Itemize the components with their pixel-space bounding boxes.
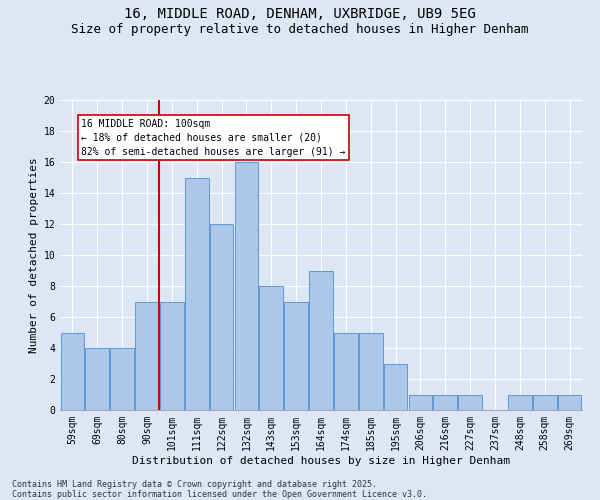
X-axis label: Distribution of detached houses by size in Higher Denham: Distribution of detached houses by size … (132, 456, 510, 466)
Bar (160, 302, 184, 410)
Bar (334, 332, 358, 410)
Bar (259, 286, 283, 410)
Bar (135, 302, 159, 410)
Bar (85, 348, 109, 410)
Bar (409, 394, 432, 410)
Text: Contains HM Land Registry data © Crown copyright and database right 2025.
Contai: Contains HM Land Registry data © Crown c… (12, 480, 427, 499)
Bar (508, 394, 532, 410)
Bar (61, 332, 84, 410)
Bar (210, 224, 233, 410)
Text: Size of property relative to detached houses in Higher Denham: Size of property relative to detached ho… (71, 22, 529, 36)
Bar (284, 302, 308, 410)
Bar (235, 162, 258, 410)
Bar (359, 332, 383, 410)
Bar (384, 364, 407, 410)
Bar (558, 394, 581, 410)
Y-axis label: Number of detached properties: Number of detached properties (29, 157, 39, 353)
Bar (433, 394, 457, 410)
Text: 16, MIDDLE ROAD, DENHAM, UXBRIDGE, UB9 5EG: 16, MIDDLE ROAD, DENHAM, UXBRIDGE, UB9 5… (124, 8, 476, 22)
Bar (309, 270, 333, 410)
Text: 16 MIDDLE ROAD: 100sqm
← 18% of detached houses are smaller (20)
82% of semi-det: 16 MIDDLE ROAD: 100sqm ← 18% of detached… (81, 118, 346, 156)
Bar (533, 394, 557, 410)
Bar (110, 348, 134, 410)
Bar (458, 394, 482, 410)
Bar (185, 178, 209, 410)
